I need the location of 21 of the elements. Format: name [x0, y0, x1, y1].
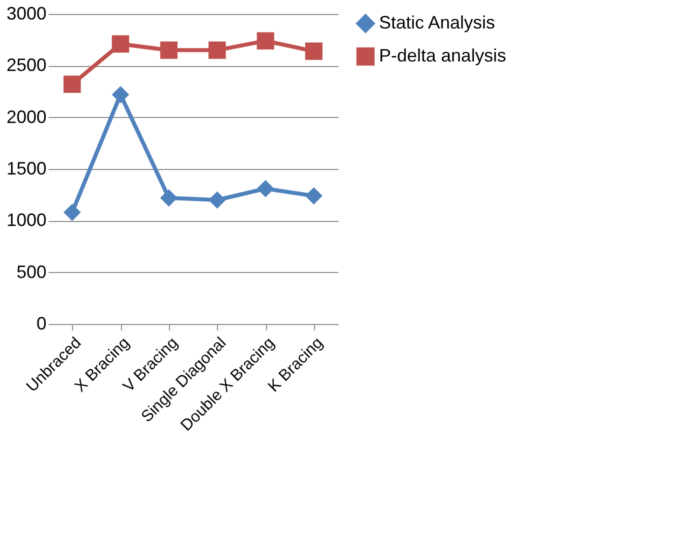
y-tick-label: 2000: [6, 106, 46, 127]
point: [256, 180, 274, 198]
y-tick-label: 3000: [6, 4, 46, 24]
point: [305, 42, 322, 60]
legend-label: Static Analysis: [379, 12, 496, 32]
point: [208, 191, 226, 209]
legend-label: P-delta analysis: [379, 46, 506, 66]
y-tick-label: 0: [36, 314, 46, 334]
y-tick-label: 1500: [6, 158, 46, 178]
point: [112, 35, 130, 53]
y-tick-label: 500: [16, 262, 46, 282]
point: [64, 76, 81, 93]
point: [208, 42, 226, 59]
point: [160, 189, 178, 207]
point: [112, 86, 130, 104]
point: [256, 32, 274, 50]
y-tick-label: 2500: [6, 55, 46, 76]
y-tick-label: 1000: [6, 210, 46, 230]
point: [305, 187, 322, 205]
point: [64, 204, 81, 222]
point: [160, 42, 178, 59]
